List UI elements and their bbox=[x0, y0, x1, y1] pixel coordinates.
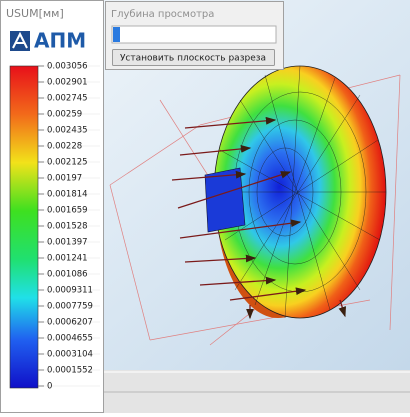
button-label[interactable]: Установить плоскость разреза bbox=[120, 54, 266, 64]
color-bar bbox=[9, 65, 39, 389]
slider-thumb[interactable] bbox=[113, 27, 120, 42]
scale-label: 0.0006207 bbox=[47, 318, 93, 328]
scale-label: 0.0003104 bbox=[47, 350, 93, 360]
panel-title: USUM[мм] bbox=[6, 7, 64, 20]
section-button[interactable]: Установить плоскость разреза bbox=[112, 49, 275, 66]
color-scale: 0.003056 0.002901 0.002745 0.00259 0.002435 0… bbox=[9, 62, 100, 392]
mesh bbox=[214, 65, 386, 319]
hub bbox=[204, 167, 246, 233]
logo-text: АПМ bbox=[34, 29, 86, 53]
depth-panel: Глубина просмотра Установить плоскость р… bbox=[105, 1, 284, 70]
scale-label: 0.0001552 bbox=[47, 366, 93, 376]
scale-label: 0.001528 bbox=[47, 222, 88, 232]
logo-glyph bbox=[12, 31, 28, 49]
scale-label: 0.002901 bbox=[47, 78, 88, 88]
scale-label: 0.00197 bbox=[47, 174, 82, 184]
scale-label: 0.001814 bbox=[47, 190, 88, 200]
scale-label: 0.0004655 bbox=[47, 334, 93, 344]
button-bg[interactable] bbox=[112, 49, 275, 66]
slider-track[interactable] bbox=[111, 25, 277, 44]
scale-label: 0.003056 bbox=[47, 62, 88, 72]
scale-label: 0.001241 bbox=[47, 254, 88, 264]
scale-label: 0.0007759 bbox=[47, 302, 93, 312]
scale-label: 0.002125 bbox=[47, 158, 88, 168]
scale-label: 0 bbox=[47, 382, 52, 392]
scale-label: 0.001086 bbox=[47, 270, 88, 280]
scale-label: 0.0009311 bbox=[47, 286, 93, 296]
panel-title: Глубина просмотра bbox=[111, 9, 214, 20]
scale-label: 0.002435 bbox=[47, 126, 88, 136]
scale-label: 0.001659 bbox=[47, 206, 88, 216]
legend-panel: USUM[мм] АПМ 0.0030560.0029010.0027450.0… bbox=[0, 0, 104, 413]
scale-label: 0.00259 bbox=[47, 110, 82, 120]
scale-label: 0.001397 bbox=[47, 238, 88, 248]
scale-label: 0.00228 bbox=[47, 142, 82, 152]
load-arrows bbox=[171, 116, 347, 320]
scale-label: 0.002745 bbox=[47, 94, 88, 104]
